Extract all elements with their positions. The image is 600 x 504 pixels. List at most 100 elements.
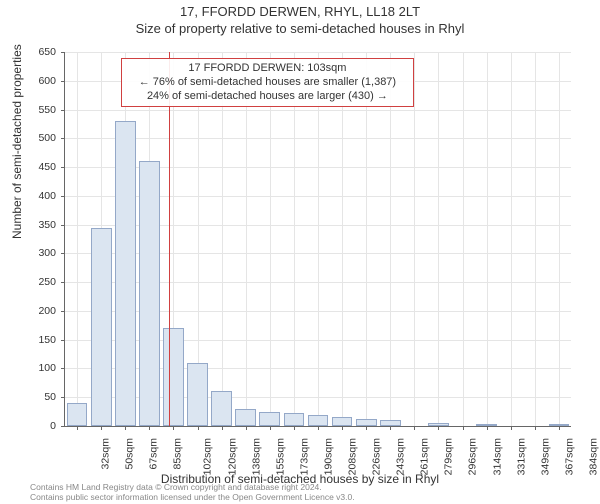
xtick-label: 384sqm (587, 438, 599, 475)
annotation-line-1: 17 FFORDD DERWEN: 103sqm (128, 61, 407, 75)
ytick-mark (61, 311, 65, 312)
xtick-mark (366, 426, 367, 430)
xtick-mark (125, 426, 126, 430)
xtick-label: 190sqm (322, 438, 334, 475)
gridline-v (318, 52, 319, 426)
histogram-bar (428, 423, 449, 426)
plot-region: 32sqm50sqm67sqm85sqm102sqm120sqm138sqm15… (64, 52, 571, 427)
annotation-line-3: 24% of semi-detached houses are larger (… (128, 89, 407, 103)
ytick-label: 450 (0, 161, 56, 173)
xtick-label: 314sqm (491, 438, 503, 475)
gridline-v (438, 52, 439, 426)
xtick-label: 367sqm (563, 438, 575, 475)
chart-area: 32sqm50sqm67sqm85sqm102sqm120sqm138sqm15… (64, 52, 570, 426)
gridline-v (487, 52, 488, 426)
gridline-v (559, 52, 560, 426)
xtick-mark (173, 426, 174, 430)
xtick-mark (390, 426, 391, 430)
gridline-v (390, 52, 391, 426)
ytick-mark (61, 225, 65, 226)
ytick-mark (61, 282, 65, 283)
xtick-label: 155sqm (274, 438, 286, 475)
page-title: 17, FFORDD DERWEN, RHYL, LL18 2LT (0, 4, 600, 19)
ytick-label: 150 (0, 334, 56, 346)
xtick-mark (342, 426, 343, 430)
ytick-label: 500 (0, 132, 56, 144)
ytick-label: 200 (0, 305, 56, 317)
xtick-mark (487, 426, 488, 430)
gridline-v (342, 52, 343, 426)
footer-line-2: Contains public sector information licen… (30, 493, 355, 502)
xtick-mark (270, 426, 271, 430)
ytick-mark (61, 340, 65, 341)
histogram-bar (332, 417, 353, 426)
xtick-mark (559, 426, 560, 430)
ytick-label: 100 (0, 362, 56, 374)
xtick-mark (77, 426, 78, 430)
gridline-v (366, 52, 367, 426)
histogram-bar (163, 328, 184, 426)
xtick-label: 208sqm (346, 438, 358, 475)
xtick-mark (463, 426, 464, 430)
gridline-v (535, 52, 536, 426)
xtick-label: 32sqm (100, 438, 112, 470)
xtick-label: 296sqm (467, 438, 479, 475)
xtick-label: 261sqm (419, 438, 431, 475)
xtick-mark (535, 426, 536, 430)
property-marker-line (169, 52, 171, 426)
ytick-mark (61, 397, 65, 398)
ytick-mark (61, 368, 65, 369)
xtick-label: 85sqm (172, 438, 184, 470)
ytick-mark (61, 81, 65, 82)
histogram-bar (91, 228, 112, 427)
page-subtitle: Size of property relative to semi-detach… (0, 21, 600, 36)
xtick-mark (438, 426, 439, 430)
histogram-bar (380, 420, 401, 426)
histogram-bar (356, 419, 377, 426)
xtick-label: 67sqm (148, 438, 160, 470)
gridline-v (294, 52, 295, 426)
ytick-label: 350 (0, 219, 56, 231)
xtick-mark (222, 426, 223, 430)
xtick-mark (511, 426, 512, 430)
xtick-mark (318, 426, 319, 430)
gridline-v (77, 52, 78, 426)
ytick-label: 550 (0, 104, 56, 116)
ytick-label: 400 (0, 190, 56, 202)
gridline-v (511, 52, 512, 426)
histogram-bar (235, 409, 256, 426)
histogram-bar (115, 121, 136, 426)
ytick-mark (61, 110, 65, 111)
histogram-bar (67, 403, 88, 426)
annotation-line-2: ← 76% of semi-detached houses are smalle… (128, 75, 407, 89)
histogram-bar (187, 363, 208, 426)
histogram-bar (211, 391, 232, 426)
histogram-bar (259, 412, 280, 426)
ytick-mark (61, 138, 65, 139)
xtick-label: 50sqm (124, 438, 136, 470)
footer-attribution: Contains HM Land Registry data © Crown c… (30, 483, 355, 502)
xtick-label: 173sqm (298, 438, 310, 475)
ytick-mark (61, 196, 65, 197)
histogram-bar (476, 424, 497, 426)
xtick-label: 226sqm (370, 438, 382, 475)
xtick-mark (294, 426, 295, 430)
xtick-label: 331sqm (515, 438, 527, 475)
gridline-v (222, 52, 223, 426)
gridline-v (246, 52, 247, 426)
xtick-mark (198, 426, 199, 430)
xtick-mark (414, 426, 415, 430)
ytick-label: 250 (0, 276, 56, 288)
annotation-box: 17 FFORDD DERWEN: 103sqm← 76% of semi-de… (121, 58, 414, 107)
ytick-mark (61, 426, 65, 427)
xtick-mark (246, 426, 247, 430)
ytick-mark (61, 52, 65, 53)
gridline-v (463, 52, 464, 426)
ytick-label: 0 (0, 420, 56, 432)
histogram-bar (139, 161, 160, 426)
histogram-bar (284, 413, 305, 426)
gridline-v (414, 52, 415, 426)
ytick-label: 50 (0, 391, 56, 403)
gridline-v (270, 52, 271, 426)
ytick-mark (61, 253, 65, 254)
